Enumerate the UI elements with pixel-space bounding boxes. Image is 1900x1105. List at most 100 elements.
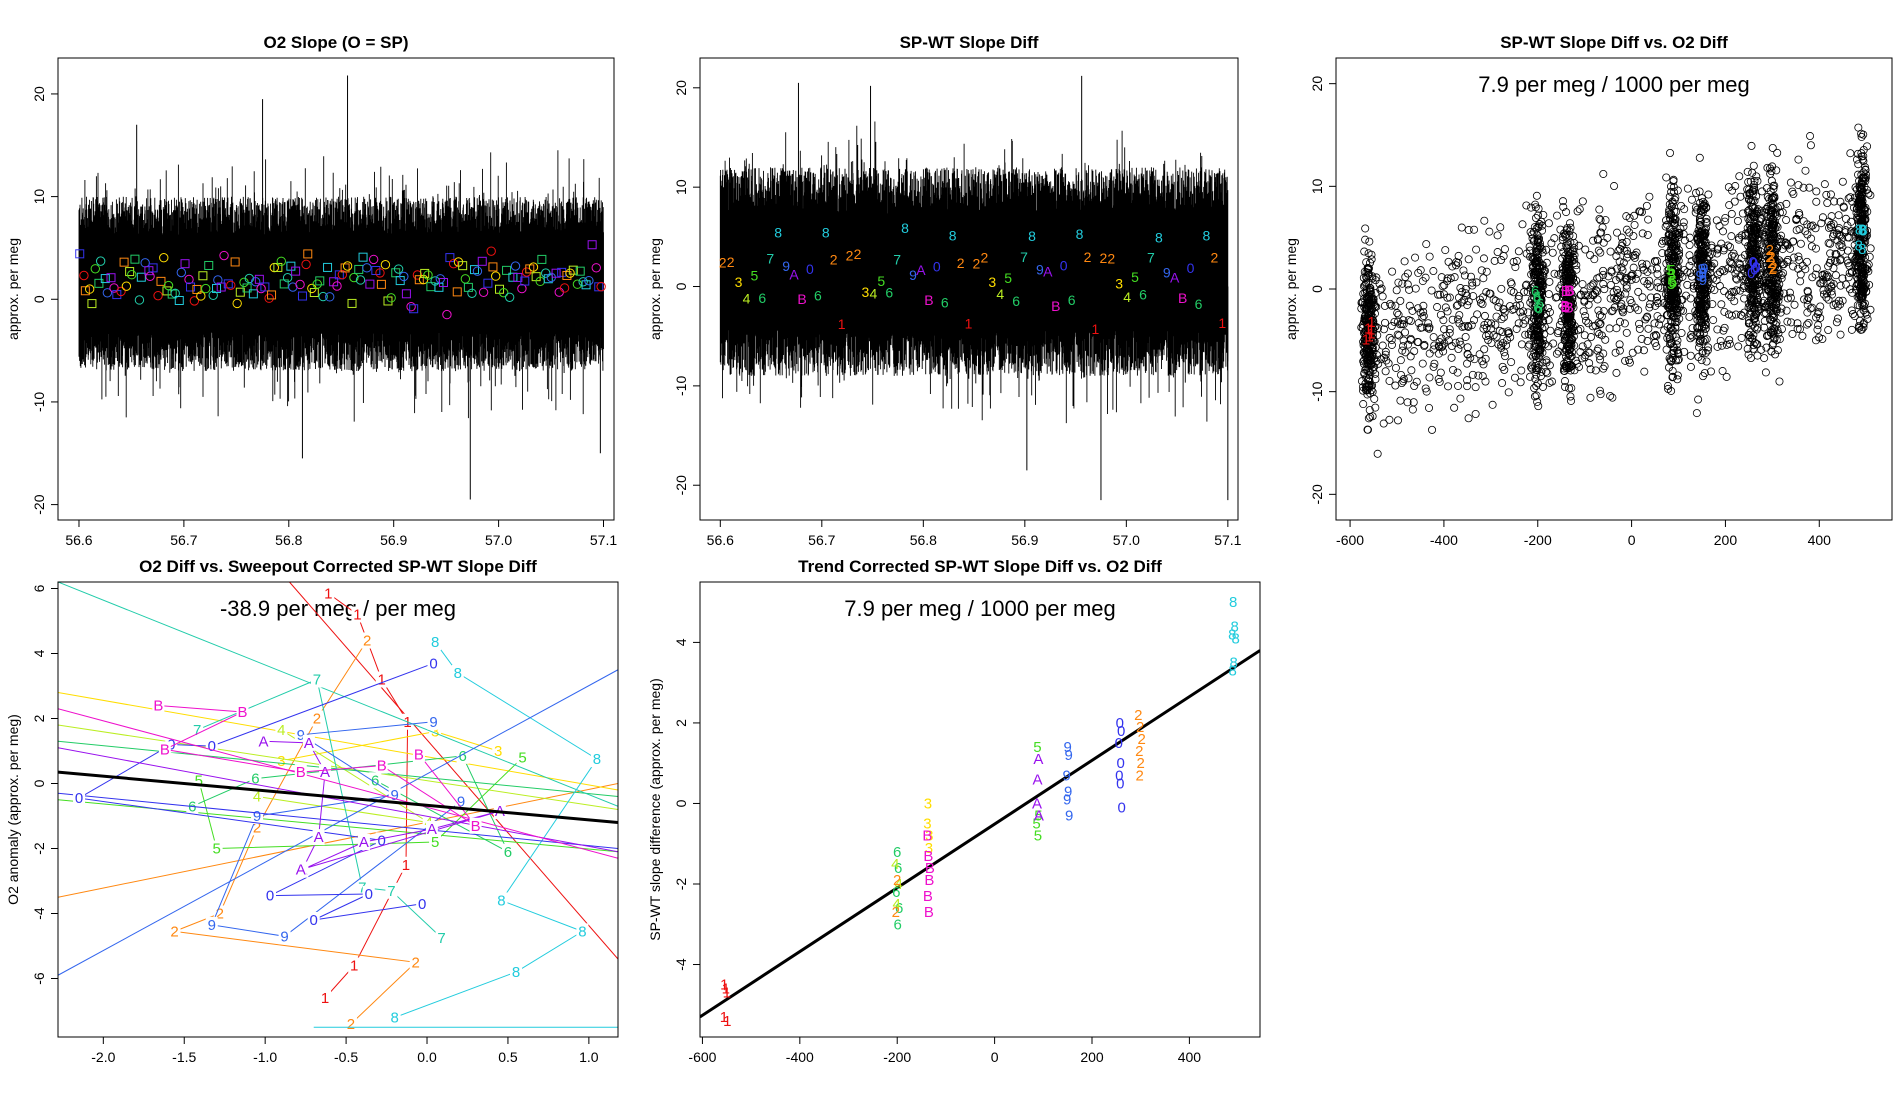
scatter-point bbox=[1606, 294, 1615, 303]
scatter-point bbox=[1562, 208, 1571, 217]
scatter-point bbox=[1444, 382, 1453, 391]
marker-square bbox=[365, 279, 375, 289]
scatter-point bbox=[1554, 326, 1563, 335]
scatter-point bbox=[1599, 364, 1608, 373]
marker-square bbox=[204, 260, 214, 270]
point-label: 0 bbox=[266, 888, 274, 905]
scatter-point bbox=[1533, 261, 1542, 270]
marker-square bbox=[414, 275, 424, 285]
scatter-point bbox=[1553, 293, 1562, 302]
scatter-point bbox=[1401, 348, 1410, 357]
scatter-point bbox=[1464, 255, 1473, 264]
scatter-point bbox=[1691, 307, 1700, 316]
marker-circle bbox=[121, 281, 132, 291]
scatter-point bbox=[1836, 255, 1845, 264]
scatter-point bbox=[1854, 123, 1863, 132]
scatter-point bbox=[1727, 311, 1736, 320]
marker-square bbox=[100, 274, 110, 284]
scatter-point bbox=[1570, 327, 1579, 336]
scatter-point bbox=[1581, 311, 1590, 320]
point-label: 4 bbox=[869, 286, 877, 302]
scatter-point bbox=[1411, 253, 1420, 262]
scatter-point bbox=[1668, 373, 1677, 382]
scatter-point bbox=[1683, 184, 1692, 193]
scatter-point bbox=[1704, 190, 1713, 199]
scatter-point bbox=[1615, 346, 1624, 355]
scatter-point bbox=[1528, 364, 1537, 373]
y-tick-label: -20 bbox=[673, 475, 689, 495]
scatter-point bbox=[1768, 143, 1777, 152]
scatter-point bbox=[1364, 414, 1373, 423]
marker-square bbox=[334, 270, 344, 280]
scatter-point bbox=[1381, 318, 1390, 327]
scatter-point bbox=[1538, 226, 1547, 235]
scatter-point bbox=[1829, 279, 1838, 288]
marker-circle bbox=[591, 263, 601, 273]
scatter-point bbox=[1519, 307, 1528, 316]
scatter-point bbox=[1743, 223, 1752, 232]
scatter-point bbox=[1578, 280, 1587, 289]
scatter-point bbox=[1418, 359, 1427, 368]
scatter-point bbox=[1560, 229, 1569, 238]
marker-square bbox=[180, 259, 190, 269]
marker-circle bbox=[423, 270, 433, 280]
point-label: 8 bbox=[1231, 630, 1239, 647]
scatter-point bbox=[1621, 356, 1630, 365]
scatter-point bbox=[1677, 328, 1686, 337]
scatter-point bbox=[1679, 218, 1688, 227]
scatter-point bbox=[1533, 397, 1542, 406]
axes-p1: O2 Slope (O = SP) 56.6 56.7 56.8 56.9 57.0 57.… bbox=[5, 33, 617, 548]
scatter-point bbox=[1752, 291, 1761, 300]
scatter-point bbox=[1403, 280, 1412, 289]
scatter-point bbox=[1404, 340, 1413, 349]
point-label: 1 bbox=[723, 985, 731, 1002]
scatter-point bbox=[1645, 303, 1654, 312]
scatter-point bbox=[1782, 306, 1791, 315]
scatter-point bbox=[1814, 321, 1823, 330]
scatter-point bbox=[1668, 312, 1677, 321]
scatter-point bbox=[1720, 323, 1729, 332]
scatter-point bbox=[1497, 343, 1506, 352]
scatter-point bbox=[1697, 264, 1706, 273]
scatter-point bbox=[1573, 207, 1582, 216]
scatter-point bbox=[1487, 339, 1496, 348]
marker-circle bbox=[213, 275, 223, 285]
marker-circle bbox=[325, 292, 335, 302]
scatter-point bbox=[1485, 289, 1494, 298]
scatter-point bbox=[1574, 241, 1583, 250]
y-tick-label: 20 bbox=[31, 86, 47, 102]
scatter-point bbox=[1769, 286, 1778, 295]
scatter-point bbox=[1516, 301, 1525, 310]
point-label: A bbox=[259, 733, 269, 750]
scatter-point bbox=[1698, 247, 1707, 256]
scatter-point bbox=[1552, 349, 1561, 358]
marker-square bbox=[401, 289, 411, 299]
scatter-point bbox=[1635, 324, 1644, 333]
scatter-point bbox=[1562, 243, 1571, 252]
scatter-point bbox=[1700, 285, 1709, 294]
scatter-point bbox=[1514, 292, 1523, 301]
scatter-point bbox=[1630, 211, 1639, 220]
scatter-point bbox=[1377, 284, 1386, 293]
scatter-point bbox=[1826, 190, 1835, 199]
scatter-point bbox=[1404, 374, 1413, 383]
scatter-point bbox=[1767, 250, 1776, 259]
scatter-point bbox=[1703, 346, 1712, 355]
scatter-point bbox=[1455, 311, 1464, 320]
point-label: 2 bbox=[973, 256, 981, 272]
scatter-point bbox=[1466, 353, 1475, 362]
marker-square bbox=[286, 261, 296, 271]
scatter-point bbox=[1847, 325, 1856, 334]
axes-p3: SP-WT Slope Diff vs. O2 Diff-600 -400 -200… bbox=[1283, 33, 1831, 548]
scatter-point bbox=[1825, 223, 1834, 232]
scatter-point bbox=[1379, 325, 1388, 334]
scatter-point bbox=[1544, 304, 1553, 313]
scatter-point bbox=[1796, 239, 1805, 248]
scatter-point bbox=[1655, 320, 1664, 329]
scatter-point bbox=[1425, 324, 1434, 333]
point-label: 7 bbox=[893, 252, 901, 268]
scatter-point bbox=[1813, 310, 1822, 319]
scatter-point bbox=[1405, 301, 1414, 310]
scatter-point bbox=[1829, 230, 1838, 239]
marker-square bbox=[470, 265, 480, 275]
